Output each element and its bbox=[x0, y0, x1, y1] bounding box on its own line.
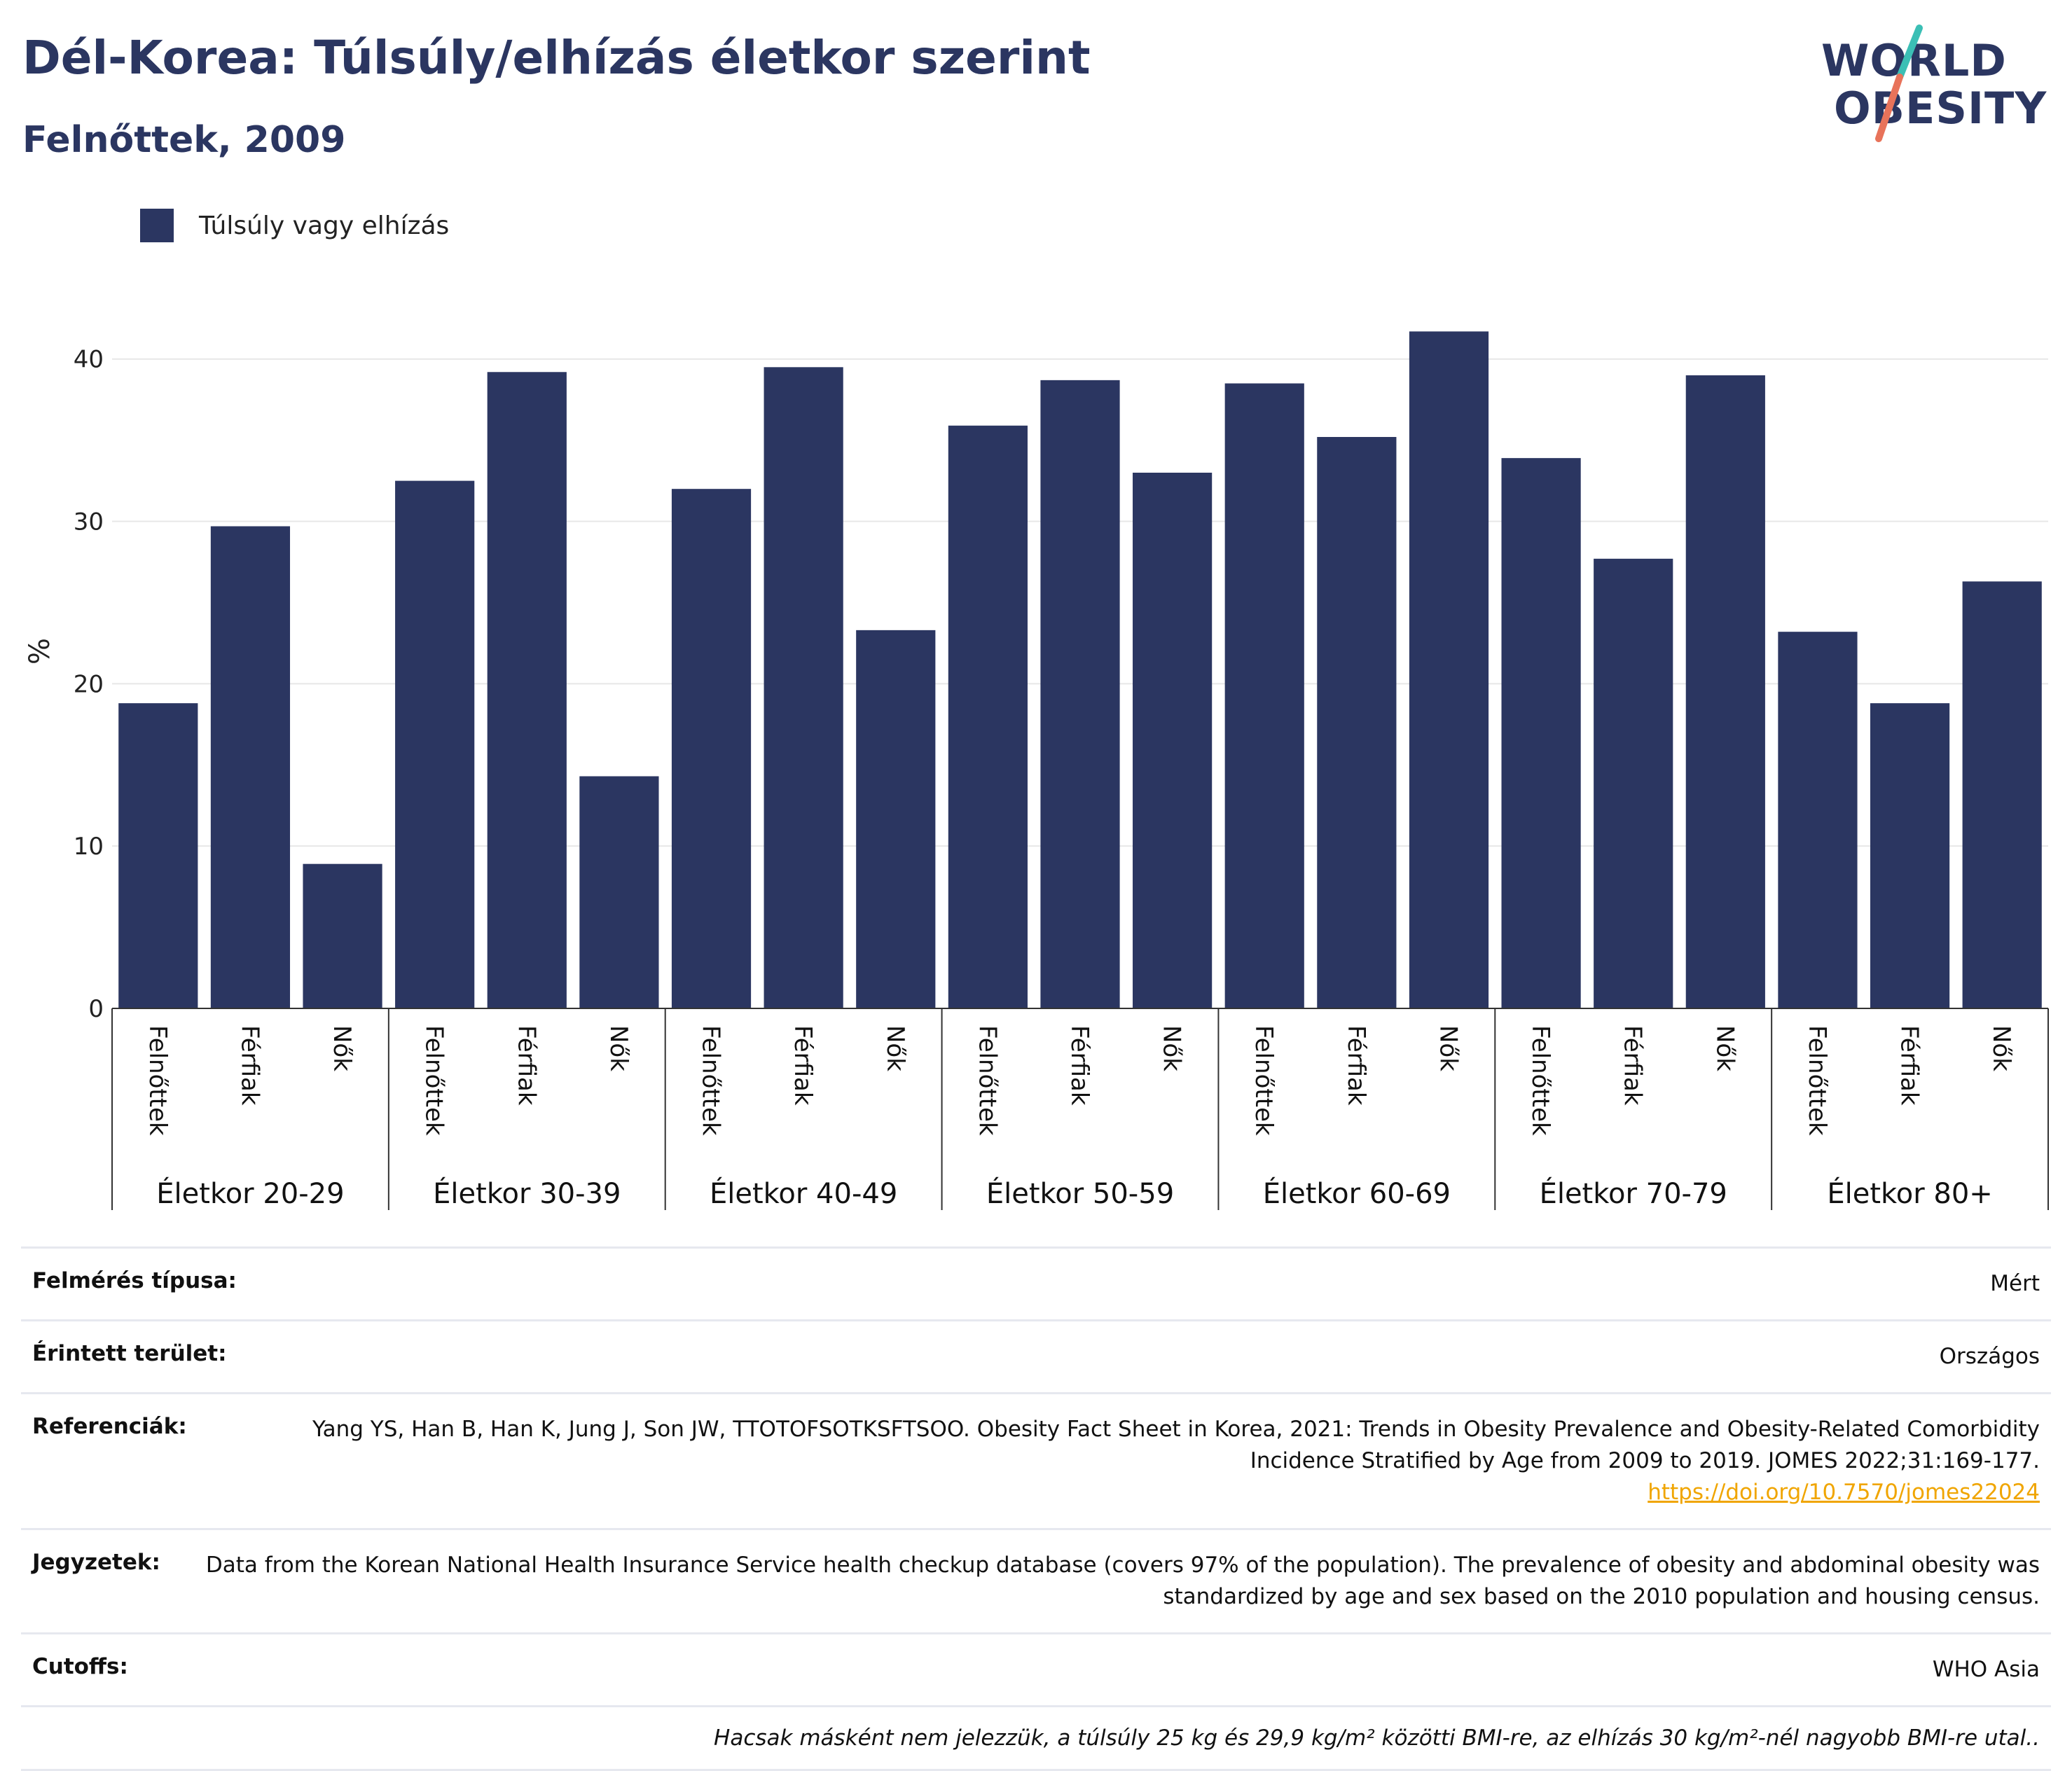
x-tick-label: Férfiak bbox=[1342, 1025, 1370, 1106]
group-label: Életkor 80+ bbox=[1827, 1176, 1992, 1210]
x-tick-label: Férfiak bbox=[1065, 1025, 1093, 1106]
x-tick-label: Férfiak bbox=[235, 1025, 263, 1106]
bar bbox=[1870, 703, 1950, 1008]
info-label: Cutoffs: bbox=[32, 1653, 128, 1679]
chart-legend[interactable]: Túlsúly vagy elhízás bbox=[140, 209, 449, 242]
legend-swatch bbox=[140, 209, 174, 242]
bar bbox=[303, 863, 382, 1008]
y-tick-label: 40 bbox=[74, 346, 104, 374]
x-tick-label: Férfiak bbox=[1895, 1025, 1923, 1106]
group-label: Életkor 70-79 bbox=[1540, 1176, 1727, 1210]
y-axis-label: % bbox=[24, 638, 56, 665]
x-tick-label: Felnőttek bbox=[697, 1025, 725, 1136]
bar bbox=[948, 425, 1028, 1008]
info-value: Országos bbox=[1939, 1343, 2040, 1369]
info-value: Data from the Korean National Health Ins… bbox=[205, 1552, 2040, 1609]
bar bbox=[487, 372, 567, 1008]
y-tick-label: 20 bbox=[74, 670, 104, 698]
group-label: Életkor 30-39 bbox=[433, 1176, 621, 1210]
footnote: Hacsak másként nem jelezzük, a túlsúly 2… bbox=[21, 1704, 2051, 1771]
x-tick-label: Felnőttek bbox=[1526, 1025, 1554, 1136]
x-tick-label: Nők bbox=[605, 1025, 633, 1071]
bar bbox=[1594, 558, 1673, 1008]
bar bbox=[1224, 383, 1304, 1008]
reference-text: Yang YS, Han B, Han K, Jung J, Son JW, T… bbox=[312, 1416, 2040, 1473]
bar bbox=[395, 480, 475, 1008]
x-tick-label: Férfiak bbox=[789, 1025, 817, 1106]
logo-slash-icon bbox=[1875, 25, 1923, 142]
chart-subtitle: Felnőttek, 2009 bbox=[22, 119, 346, 161]
x-tick-label: Nők bbox=[1434, 1025, 1462, 1071]
info-row-notes: Jegyzetek: Data from the Korean National… bbox=[21, 1527, 2051, 1632]
bar bbox=[118, 703, 198, 1008]
x-tick-label: Nők bbox=[328, 1025, 356, 1071]
bar bbox=[1317, 437, 1397, 1008]
x-tick-label: Felnőttek bbox=[144, 1025, 172, 1136]
group-label: Életkor 50-59 bbox=[986, 1176, 1174, 1210]
x-tick-label: Nők bbox=[1987, 1025, 2015, 1071]
info-row-area: Érintett terület: Országos bbox=[21, 1319, 2051, 1392]
y-tick-label: 30 bbox=[74, 508, 104, 536]
bar bbox=[671, 489, 752, 1008]
info-row-survey-type: Felmérés típusa: Mért bbox=[21, 1246, 2051, 1319]
info-label: Érintett terület: bbox=[32, 1340, 227, 1366]
x-tick-label: Nők bbox=[1711, 1025, 1739, 1071]
y-tick-label: 0 bbox=[88, 995, 104, 1023]
bar bbox=[1409, 331, 1489, 1008]
group-label: Életkor 60-69 bbox=[1263, 1176, 1451, 1210]
info-label: Referenciák: bbox=[32, 1413, 187, 1439]
group-label: Életkor 20-29 bbox=[156, 1176, 344, 1210]
bar bbox=[1501, 458, 1581, 1008]
x-tick-label: Férfiak bbox=[512, 1025, 540, 1106]
bar bbox=[579, 776, 659, 1008]
world-obesity-logo: WORLD OBESITY bbox=[1821, 21, 2052, 147]
bar bbox=[1962, 581, 2042, 1008]
bar bbox=[764, 367, 843, 1008]
group-label: Életkor 40-49 bbox=[710, 1176, 897, 1210]
x-tick-label: Felnőttek bbox=[1803, 1025, 1831, 1136]
info-row-cutoffs: Cutoffs: WHO Asia bbox=[21, 1632, 2051, 1705]
info-table: Felmérés típusa: Mért Érintett terület: … bbox=[21, 1246, 2051, 1771]
bar bbox=[1685, 375, 1765, 1008]
y-tick-label: 10 bbox=[74, 833, 104, 861]
bar-chart: 0 10 20 30 40% Felnőttek Férfiak Nők Életkor 20-… bbox=[24, 331, 2049, 1210]
info-value: Mért bbox=[1990, 1271, 2040, 1296]
bar bbox=[1133, 473, 1213, 1008]
x-tick-label: Felnőttek bbox=[973, 1025, 1001, 1136]
info-row-references: Referenciák: Yang YS, Han B, Han K, Jung… bbox=[21, 1391, 2051, 1528]
legend-label: Túlsúly vagy elhízás bbox=[199, 211, 450, 240]
bar bbox=[210, 526, 291, 1008]
chart-title: Dél-Korea: Túlsúly/elhízás életkor szeri… bbox=[22, 31, 1091, 85]
x-tick-label: Felnőttek bbox=[420, 1025, 448, 1136]
info-value: WHO Asia bbox=[1932, 1656, 2040, 1682]
x-tick-label: Nők bbox=[1158, 1025, 1186, 1071]
x-tick-label: Férfiak bbox=[1619, 1025, 1647, 1106]
reference-link[interactable]: https://doi.org/10.7570/jomes22024 bbox=[1648, 1479, 2040, 1505]
info-label: Jegyzetek: bbox=[32, 1549, 160, 1575]
info-value-references: Yang YS, Han B, Han K, Jung J, Son JW, T… bbox=[215, 1414, 2040, 1508]
info-label: Felmérés típusa: bbox=[32, 1268, 237, 1293]
bar bbox=[1778, 632, 1858, 1008]
x-tick-label: Nők bbox=[881, 1025, 909, 1071]
x-tick-label: Felnőttek bbox=[1250, 1025, 1278, 1136]
bar bbox=[1040, 380, 1120, 1008]
bar bbox=[856, 630, 936, 1008]
logo-word-obesity: OBESITY bbox=[1834, 83, 2047, 134]
